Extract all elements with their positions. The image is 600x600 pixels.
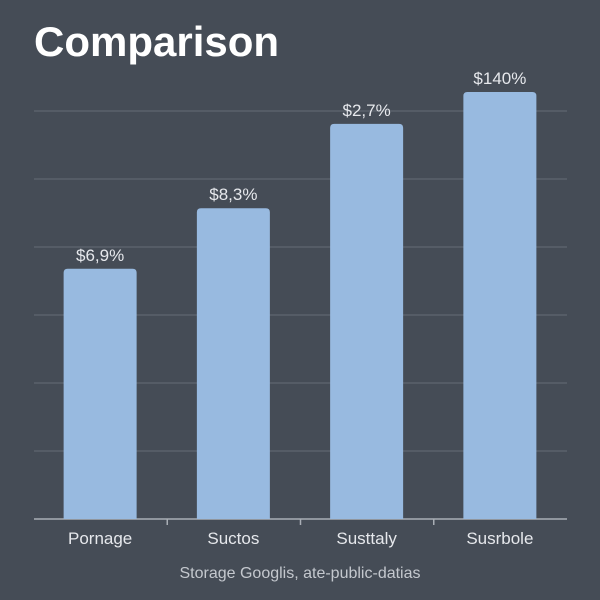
x-tick-label: Susrbole [466, 529, 533, 548]
data-label: $2,7% [343, 101, 391, 120]
bar [330, 123, 404, 520]
x-tick-label: Susttaly [336, 529, 397, 548]
x-tick-label: Suctos [207, 529, 259, 548]
data-label: $8,3% [209, 185, 257, 204]
bar [63, 268, 137, 519]
data-label: $140% [473, 69, 526, 88]
x-tick-label: Pornage [68, 529, 132, 548]
data-label: $6,9% [76, 246, 124, 265]
chart-title: Comparison [34, 18, 280, 65]
chart-source: Storage Googlis, ate-public-datias [179, 565, 421, 582]
bar [463, 91, 537, 520]
bar [196, 208, 270, 520]
